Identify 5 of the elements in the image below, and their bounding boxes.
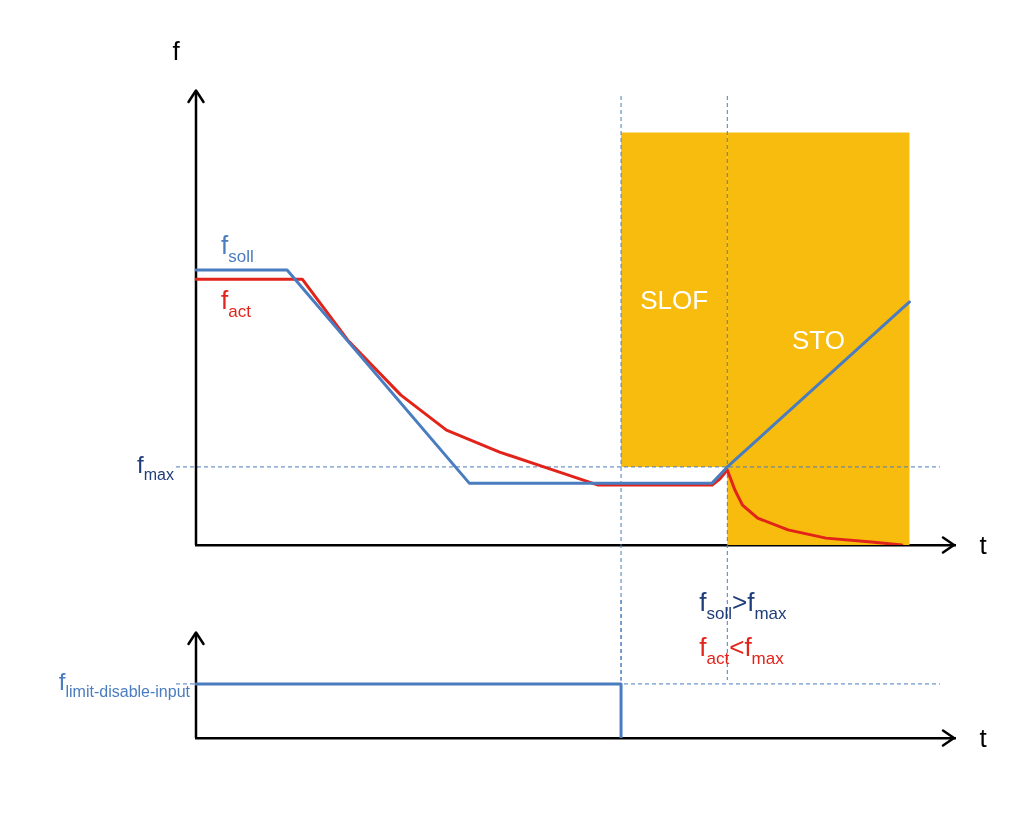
annotation: STO	[791, 325, 845, 356]
annotation: SLOF	[640, 285, 709, 316]
x-axis-title: t	[979, 530, 988, 560]
y-axis-title: f	[172, 36, 181, 66]
x-axis-title: t	[979, 723, 988, 753]
